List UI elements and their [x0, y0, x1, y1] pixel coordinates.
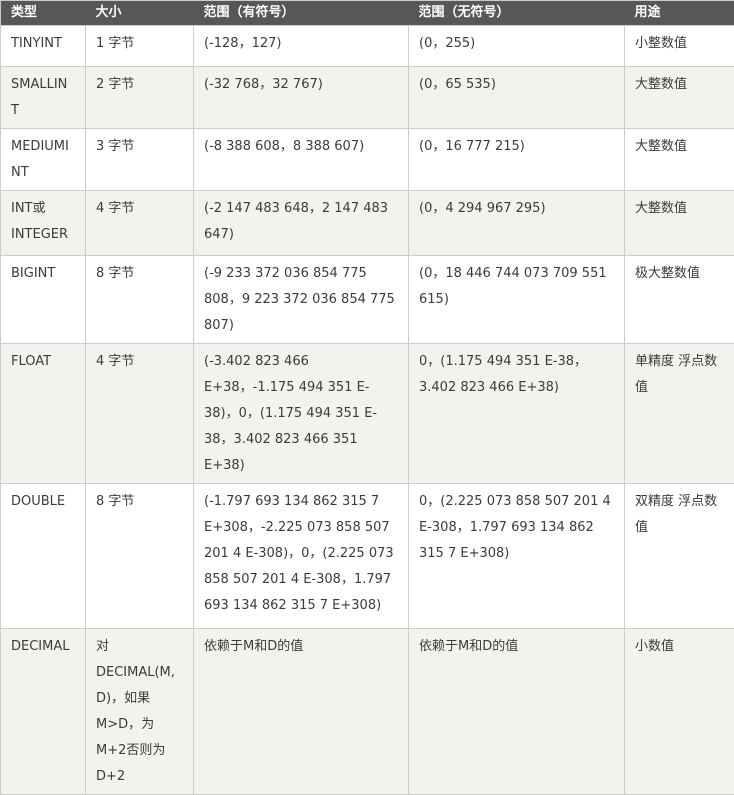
cell-type: BIGINT [1, 256, 86, 344]
cell-signed-range: (-32 768，32 767) [194, 67, 409, 129]
cell-unsigned-range: (0，16 777 215) [409, 129, 625, 191]
cell-type: SMALLINT [1, 67, 86, 129]
cell-size: 3 字节 [86, 129, 194, 191]
cell-size: 对 DECIMAL(M,D)，如果M>D，为M+2否则为D+2 [86, 629, 194, 795]
cell-use: 极大整数值 [625, 256, 734, 344]
cell-signed-range: (-1.797 693 134 862 315 7 E+308，-2.225 0… [194, 484, 409, 629]
cell-signed-range: 依赖于M和D的值 [194, 629, 409, 795]
table-row-float: FLOAT 4 字节 (-3.402 823 466 E+38，-1.175 4… [1, 344, 734, 484]
cell-unsigned-range: (0，65 535) [409, 67, 625, 129]
cell-type: FLOAT [1, 344, 86, 484]
header-cell-use: 用途 [625, 1, 734, 26]
cell-use: 大整数值 [625, 191, 734, 256]
header-cell-signed-range: 范围（有符号） [194, 1, 409, 26]
cell-size: 4 字节 [86, 191, 194, 256]
table-row-int-integer: INT或INTEGER 4 字节 (-2 147 483 648，2 147 4… [1, 191, 734, 256]
cell-type: DOUBLE [1, 484, 86, 629]
table-row-decimal: DECIMAL 对 DECIMAL(M,D)，如果M>D，为M+2否则为D+2 … [1, 629, 734, 795]
header-cell-size: 大小 [86, 1, 194, 26]
table-row-tinyint: TINYINT 1 字节 (-128，127) (0，255) 小整数值 [1, 26, 734, 67]
cell-use: 小数值 [625, 629, 734, 795]
table-row-double: DOUBLE 8 字节 (-1.797 693 134 862 315 7 E+… [1, 484, 734, 629]
cell-unsigned-range: (0，255) [409, 26, 625, 67]
cell-use: 小整数值 [625, 26, 734, 67]
cell-unsigned-range: 0，(2.225 073 858 507 201 4 E-308，1.797 6… [409, 484, 625, 629]
table-row-mediumint: MEDIUMINT 3 字节 (-8 388 608，8 388 607) (0… [1, 129, 734, 191]
table-row-bigint: BIGINT 8 字节 (-9 233 372 036 854 775 808，… [1, 256, 734, 344]
cell-size: 2 字节 [86, 67, 194, 129]
cell-unsigned-range: 0，(1.175 494 351 E-38，3.402 823 466 E+38… [409, 344, 625, 484]
header-cell-unsigned-range: 范围（无符号） [409, 1, 625, 26]
cell-unsigned-range: (0，4 294 967 295) [409, 191, 625, 256]
cell-signed-range: (-9 233 372 036 854 775 808，9 223 372 03… [194, 256, 409, 344]
cell-type: TINYINT [1, 26, 86, 67]
table-row-smallint: SMALLINT 2 字节 (-32 768，32 767) (0，65 535… [1, 67, 734, 129]
table-header-row: 类型 大小 范围（有符号） 范围（无符号） 用途 [1, 1, 734, 26]
cell-use: 大整数值 [625, 67, 734, 129]
cell-type: INT或INTEGER [1, 191, 86, 256]
cell-size: 8 字节 [86, 256, 194, 344]
cell-size: 1 字节 [86, 26, 194, 67]
cell-type: DECIMAL [1, 629, 86, 795]
cell-unsigned-range: (0，18 446 744 073 709 551 615) [409, 256, 625, 344]
cell-signed-range: (-128，127) [194, 26, 409, 67]
cell-signed-range: (-2 147 483 648，2 147 483 647) [194, 191, 409, 256]
cell-type: MEDIUMINT [1, 129, 86, 191]
cell-unsigned-range: 依赖于M和D的值 [409, 629, 625, 795]
cell-size: 8 字节 [86, 484, 194, 629]
header-cell-type: 类型 [1, 1, 86, 26]
cell-signed-range: (-8 388 608，8 388 607) [194, 129, 409, 191]
cell-use: 双精度 浮点数值 [625, 484, 734, 629]
cell-signed-range: (-3.402 823 466 E+38，-1.175 494 351 E-38… [194, 344, 409, 484]
cell-use: 单精度 浮点数值 [625, 344, 734, 484]
cell-use: 大整数值 [625, 129, 734, 191]
cell-size: 4 字节 [86, 344, 194, 484]
